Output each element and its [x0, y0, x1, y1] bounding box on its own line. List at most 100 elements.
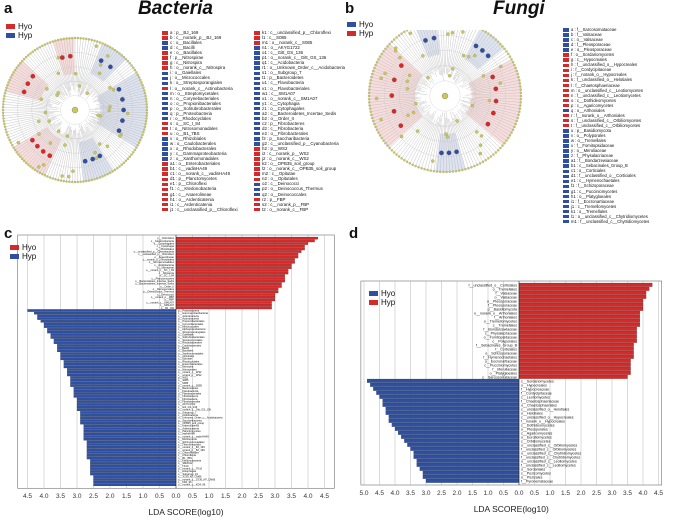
- leaf-node: [403, 158, 406, 162]
- branch: [42, 45, 68, 96]
- leaf-node: [503, 47, 506, 50]
- key-swatch: [254, 121, 260, 126]
- leaf-node: [85, 37, 88, 41]
- key-swatch: [254, 142, 260, 146]
- branch: [385, 48, 428, 83]
- branch: [374, 105, 422, 125]
- lda-bar: [47, 330, 177, 334]
- leaf-node: [371, 116, 374, 120]
- key-label: s1 : o__Subgroup_7: [262, 70, 302, 76]
- leaf-node: [65, 37, 68, 40]
- branch: [88, 122, 129, 160]
- taxon-label: o__unclassified_p__Cyanobacteria: [134, 249, 175, 253]
- lda-bar: [63, 360, 177, 363]
- key-swatch: [254, 202, 260, 207]
- legend-hyp-label: Hyp: [359, 29, 374, 38]
- inner-node: [71, 169, 75, 173]
- branch: [85, 131, 108, 175]
- branch: [78, 129, 90, 181]
- leaf-node: [371, 72, 374, 76]
- branch: [461, 119, 489, 159]
- branch: [30, 127, 61, 167]
- key-label: c1 : o__norank_c__vadinHA49: [170, 171, 231, 177]
- branch: [472, 73, 518, 88]
- leaf-node: [56, 38, 60, 42]
- key-entry: l1 : c__S085: [254, 35, 345, 40]
- inner-node: [63, 143, 67, 147]
- branch: [413, 30, 433, 70]
- key-label: e : o__Bacillales: [170, 50, 202, 56]
- branch: [459, 108, 503, 146]
- branch: [5, 117, 49, 130]
- key-entry: f2 : p__Saccharibacteria: [254, 136, 345, 141]
- key-swatch: [254, 61, 260, 65]
- lda-bar: [83, 432, 177, 436]
- branch: [94, 104, 147, 109]
- leaf-node: [145, 111, 149, 115]
- branch: [20, 63, 60, 97]
- leaf-node: [3, 122, 6, 126]
- branch: [421, 116, 439, 169]
- lda-bar: [175, 247, 305, 251]
- taxon-label: f__Cordycipitaceae: [521, 391, 552, 395]
- branch: [91, 130, 120, 167]
- tick-label: 3.5: [56, 493, 65, 500]
- lda-bar: [175, 295, 276, 299]
- inner-node: [407, 73, 412, 78]
- tick-label: 4.0: [39, 493, 48, 500]
- key-swatch: [162, 116, 168, 121]
- taxon-label: o__Hypocreales: [521, 383, 547, 387]
- legend-hyo: Hyo: [10, 243, 36, 252]
- key-swatch: [563, 179, 569, 183]
- leaf-node: [116, 167, 119, 170]
- branch: [76, 38, 81, 87]
- inner-node: [445, 135, 450, 139]
- key-swatch: [162, 142, 168, 146]
- key-entry: i : o__Gaiellales: [162, 70, 238, 75]
- tick-label: 3.5: [623, 490, 632, 497]
- branch: [52, 133, 68, 179]
- branch: [443, 112, 445, 172]
- branch: [460, 99, 519, 116]
- biomarker-node: [439, 150, 444, 156]
- leaf-node: [405, 30, 409, 32]
- leaf-node: [15, 151, 18, 154]
- key-entry: m1 : o__norank_c__S085: [254, 40, 345, 45]
- taxon-label: f__Pyronemataceae: [521, 479, 553, 483]
- key-label: o : o__Propionibacteriales: [170, 100, 221, 106]
- inner-node: [398, 55, 402, 60]
- inner-node: [426, 75, 430, 80]
- branch: [4, 92, 53, 105]
- panel-d-legend: Hyo Hyp: [369, 289, 395, 307]
- leaf-node: [27, 163, 30, 166]
- taxon-label: c__Chloroflexia: [178, 453, 196, 457]
- taxon-label: c__JG30_KF_CM66: [178, 475, 202, 479]
- keylist-fungi: a : f__Sarcosomataceae b : f__Valsaceae c …: [563, 27, 649, 225]
- lda-bar: [86, 443, 177, 446]
- key-label: h1 : o__Platygloeales: [571, 193, 612, 199]
- key-entry: j1 : c__Tremellomycetes: [563, 204, 649, 210]
- tick-label: 2.5: [254, 493, 263, 500]
- leaf-node: [73, 36, 77, 40]
- lda-bar: [175, 293, 276, 296]
- branch: [85, 120, 127, 162]
- key-swatch: [162, 76, 168, 80]
- leaf-node: [2, 117, 5, 120]
- branch: [409, 116, 435, 164]
- leaf-node: [126, 59, 130, 63]
- branch: [71, 130, 75, 182]
- branch: [440, 30, 444, 73]
- biomarker-node: [473, 43, 479, 49]
- branch: [465, 92, 521, 96]
- leaf-node: [513, 125, 516, 129]
- branch: [445, 117, 447, 172]
- inner-node: [56, 129, 61, 133]
- branch: [376, 104, 428, 130]
- lda-bar: [518, 362, 631, 367]
- lda-bar: [50, 336, 177, 339]
- panel-a-label: a: [4, 0, 13, 17]
- branch: [379, 104, 431, 136]
- biomarker-node: [480, 48, 485, 53]
- leaf-node: [93, 178, 96, 181]
- taxon-label: c__Deinococci: [157, 292, 174, 296]
